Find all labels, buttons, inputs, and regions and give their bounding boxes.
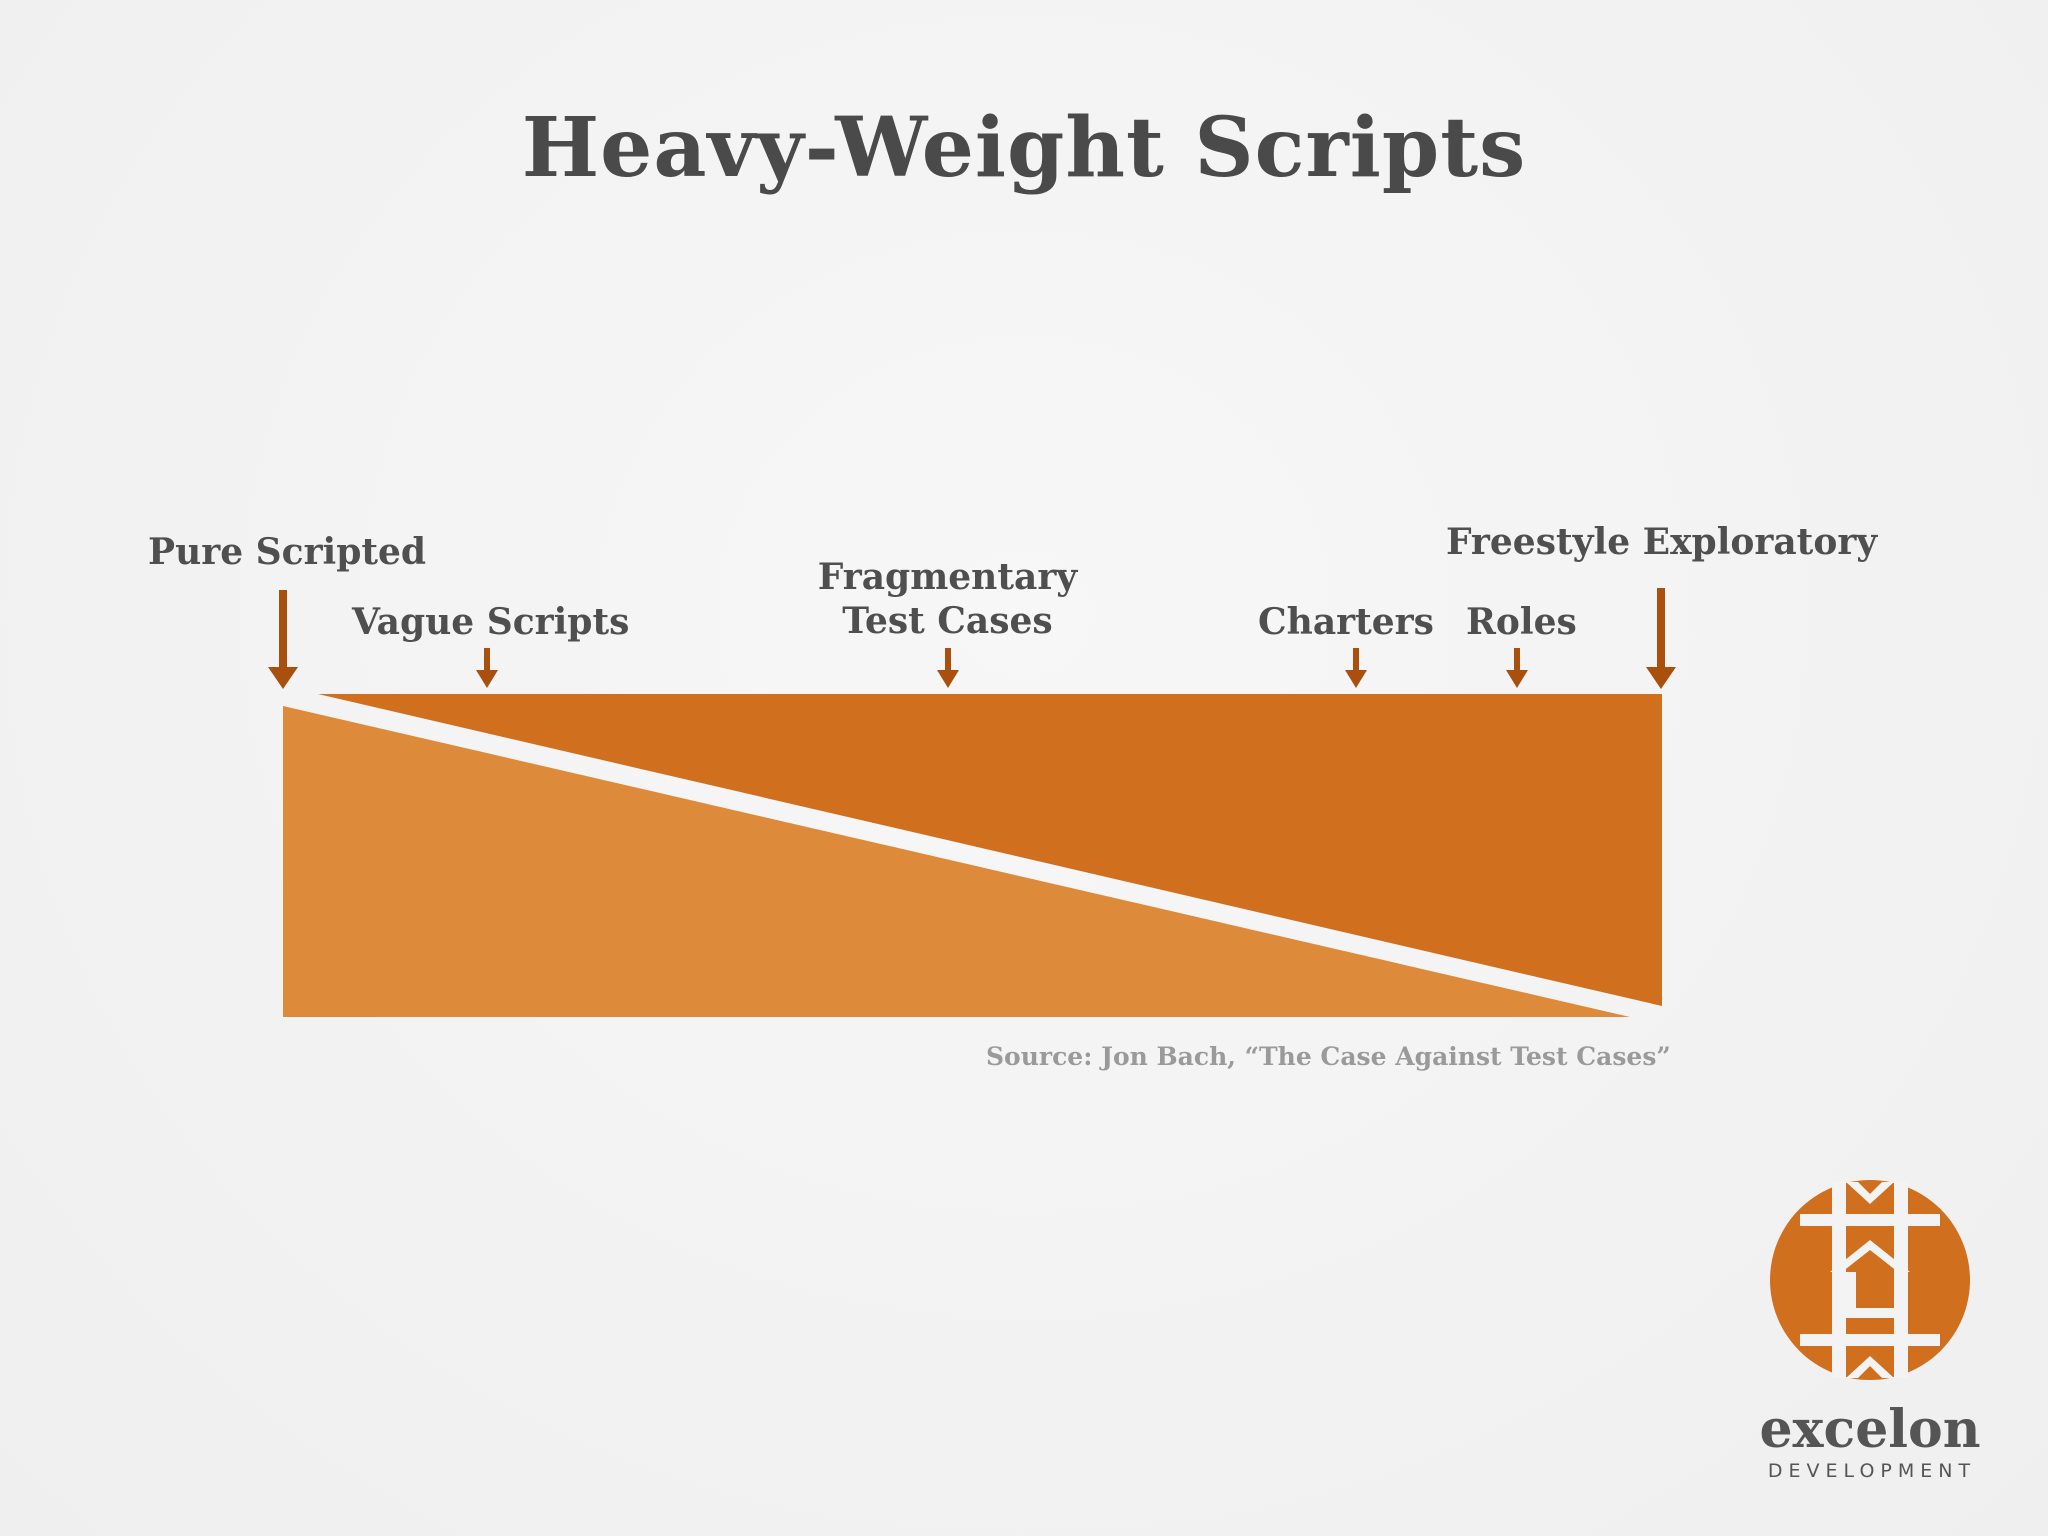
fragmentary-arrow [937,648,959,688]
logo-wordmark: excelon [1759,1399,1981,1460]
roles-label: Roles [1466,601,1577,643]
vague-scripts-arrow [476,648,498,688]
freestyle-exploratory-label: Freestyle Exploratory [1446,521,1878,563]
fragmentary-label-line2: Test Cases [842,600,1053,642]
charters-label: Charters [1258,601,1434,643]
freestyle-arrow [1646,588,1676,689]
scripted-wedge [283,706,1630,1017]
slide-title: Heavy-Weight Scripts [521,100,1527,196]
vague-scripts-label: Vague Scripts [352,601,630,643]
source-citation: Source: Jon Bach, “The Case Against Test… [986,1042,1671,1071]
fragmentary-test-cases-label: Fragmentary Test Cases [800,555,1095,643]
pure-scripted-label: Pure Scripted [148,531,427,573]
pure-scripted-arrow [268,590,298,689]
exploratory-wedge [318,694,1662,1006]
excelon-logo: excelon DEVELOPMENT [1759,1180,1981,1500]
fragmentary-label-line1: Fragmentary [817,556,1078,598]
charters-arrow [1345,648,1367,688]
logo-subtitle: DEVELOPMENT [1767,1460,1977,1482]
roles-arrow [1506,648,1528,688]
excelon-logo-mark-icon [1770,1180,1970,1380]
